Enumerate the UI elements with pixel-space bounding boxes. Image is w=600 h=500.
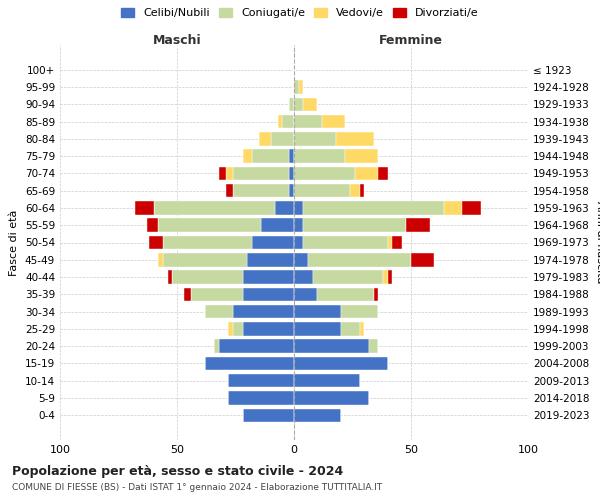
Bar [383,270,388,284]
Bar [294,253,308,266]
Bar [388,236,392,249]
Bar [346,150,378,163]
Bar [158,253,163,266]
Bar [247,253,294,266]
Bar [294,356,388,370]
Bar [388,270,392,284]
Bar [242,322,294,336]
Bar [252,236,294,249]
Bar [233,322,242,336]
Text: Popolazione per età, sesso e stato civile - 2024: Popolazione per età, sesso e stato civil… [12,464,343,477]
Y-axis label: Fasce di età: Fasce di età [10,210,19,276]
Bar [341,322,359,336]
Bar [219,340,294,353]
Bar [392,236,401,249]
Bar [259,132,271,145]
Bar [184,288,191,301]
Bar [154,201,275,214]
Bar [294,132,336,145]
Bar [294,288,317,301]
Bar [294,374,359,388]
Bar [336,132,374,145]
Bar [205,305,233,318]
Legend: Celibi/Nubili, Coniugati/e, Vedovi/e, Divorziati/e: Celibi/Nubili, Coniugati/e, Vedovi/e, Di… [117,3,483,22]
Bar [294,80,299,94]
Bar [411,253,434,266]
Bar [233,305,294,318]
Bar [226,184,233,198]
Bar [304,201,444,214]
Bar [219,166,226,180]
Bar [444,201,463,214]
Bar [214,340,219,353]
Bar [294,270,313,284]
Bar [308,253,411,266]
Bar [283,115,294,128]
Bar [359,184,364,198]
Bar [242,288,294,301]
Bar [172,270,242,284]
Bar [229,322,233,336]
Bar [313,270,383,284]
Bar [359,322,364,336]
Bar [317,288,374,301]
Bar [294,236,304,249]
Bar [322,115,346,128]
Bar [350,184,359,198]
Bar [229,392,294,405]
Bar [294,408,341,422]
Bar [299,80,304,94]
Bar [355,166,378,180]
Bar [341,305,378,318]
Bar [252,150,289,163]
Bar [406,218,430,232]
Bar [149,236,163,249]
Bar [205,356,294,370]
Bar [275,201,294,214]
Bar [278,115,283,128]
Y-axis label: Anni di nascita: Anni di nascita [595,201,600,284]
Bar [463,201,481,214]
Bar [158,218,261,232]
Bar [229,374,294,388]
Bar [242,408,294,422]
Bar [294,201,304,214]
Bar [294,115,322,128]
Bar [289,184,294,198]
Text: Maschi: Maschi [152,34,202,47]
Bar [304,218,406,232]
Bar [378,166,388,180]
Bar [289,166,294,180]
Bar [289,98,294,111]
Bar [304,236,388,249]
Bar [261,218,294,232]
Bar [294,305,341,318]
Bar [233,184,289,198]
Bar [233,166,289,180]
Bar [294,340,369,353]
Bar [294,392,369,405]
Bar [163,236,252,249]
Bar [146,218,158,232]
Bar [191,288,242,301]
Bar [242,270,294,284]
Text: COMUNE DI FIESSE (BS) - Dati ISTAT 1° gennaio 2024 - Elaborazione TUTTITALIA.IT: COMUNE DI FIESSE (BS) - Dati ISTAT 1° ge… [12,484,382,492]
Bar [369,340,378,353]
Text: Femmine: Femmine [379,34,443,47]
Bar [304,98,317,111]
Bar [289,150,294,163]
Bar [294,98,304,111]
Bar [294,166,355,180]
Bar [135,201,154,214]
Bar [271,132,294,145]
Bar [294,150,346,163]
Bar [294,322,341,336]
Bar [163,253,247,266]
Bar [374,288,378,301]
Bar [226,166,233,180]
Bar [167,270,172,284]
Bar [242,150,252,163]
Bar [294,218,304,232]
Bar [294,184,350,198]
